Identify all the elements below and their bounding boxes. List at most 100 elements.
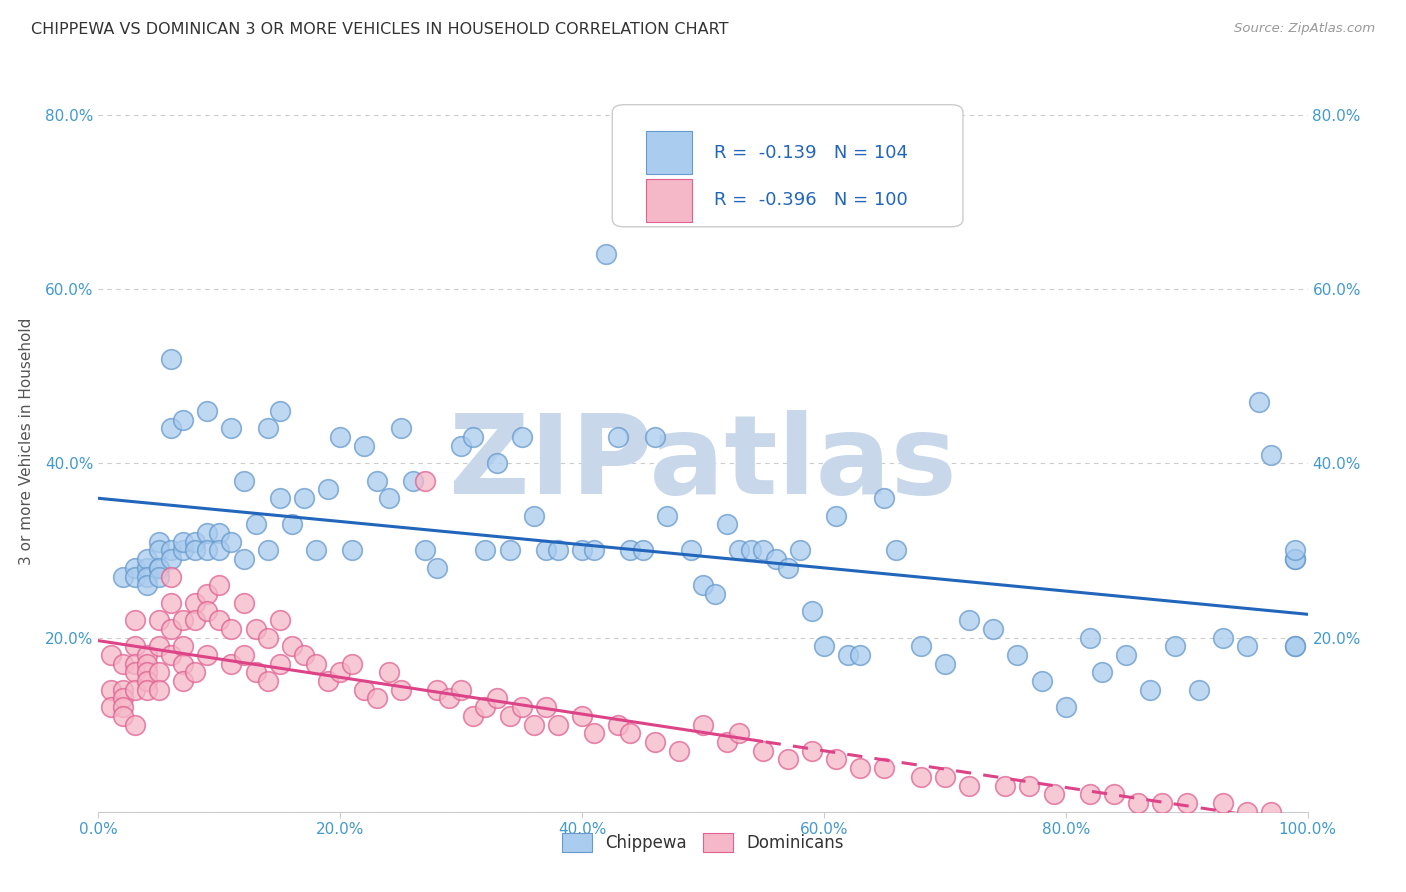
Point <box>111 569 134 583</box>
Point <box>486 691 509 706</box>
Point <box>269 404 291 418</box>
Y-axis label: 3 or more Vehicles in Household: 3 or more Vehicles in Household <box>18 318 34 566</box>
Point <box>728 543 751 558</box>
Point <box>800 744 823 758</box>
Point <box>135 648 157 662</box>
Point <box>510 430 533 444</box>
Point <box>160 596 183 610</box>
Point <box>281 517 304 532</box>
Point <box>269 657 291 671</box>
Point <box>100 700 122 714</box>
Point <box>195 587 218 601</box>
Point <box>111 691 134 706</box>
Point <box>1249 395 1271 409</box>
Point <box>776 752 799 766</box>
Point <box>716 517 738 532</box>
Point <box>135 657 157 671</box>
Point <box>389 421 412 435</box>
Point <box>1031 674 1053 689</box>
Point <box>849 761 872 775</box>
Point <box>184 613 207 627</box>
Text: Source: ZipAtlas.com: Source: ZipAtlas.com <box>1234 22 1375 36</box>
Point <box>595 247 617 261</box>
Point <box>148 569 170 583</box>
Point <box>195 648 218 662</box>
Point <box>135 682 157 697</box>
Point <box>232 552 254 566</box>
Point <box>160 421 183 435</box>
Point <box>934 770 956 784</box>
Point <box>184 534 207 549</box>
Point <box>1188 682 1211 697</box>
Point <box>692 578 714 592</box>
Text: ZIPatlas: ZIPatlas <box>449 410 957 517</box>
Point <box>208 613 231 627</box>
Point <box>534 543 557 558</box>
Point <box>269 613 291 627</box>
Point <box>426 682 449 697</box>
Point <box>208 578 231 592</box>
Point <box>124 613 146 627</box>
Point <box>981 622 1004 636</box>
Point <box>813 639 835 653</box>
Point <box>256 674 278 689</box>
Point <box>172 639 194 653</box>
Point <box>679 543 702 558</box>
Point <box>704 587 727 601</box>
Point <box>135 569 157 583</box>
Point <box>450 682 472 697</box>
Point <box>1042 787 1064 801</box>
Point <box>426 561 449 575</box>
Point <box>534 700 557 714</box>
Point <box>910 770 932 784</box>
Point <box>184 543 207 558</box>
Text: R =  -0.396   N = 100: R = -0.396 N = 100 <box>714 191 908 209</box>
Point <box>329 430 352 444</box>
Point <box>124 561 146 575</box>
Point <box>292 648 315 662</box>
Point <box>607 717 630 731</box>
Point <box>389 682 412 697</box>
Point <box>413 474 436 488</box>
Point <box>1139 682 1161 697</box>
Point <box>221 421 243 435</box>
Point <box>1102 787 1125 801</box>
Point <box>1115 648 1137 662</box>
Point <box>1091 665 1114 680</box>
FancyBboxPatch shape <box>613 104 963 227</box>
Point <box>184 596 207 610</box>
Point <box>1175 796 1198 810</box>
Point <box>245 665 267 680</box>
Point <box>463 430 485 444</box>
Point <box>873 491 896 505</box>
Point <box>124 657 146 671</box>
Point <box>619 543 641 558</box>
Point <box>474 700 496 714</box>
Point <box>100 682 122 697</box>
Point <box>148 665 170 680</box>
Point <box>474 543 496 558</box>
Point <box>366 474 388 488</box>
Point <box>668 744 690 758</box>
Point <box>353 682 375 697</box>
Point <box>377 491 399 505</box>
Point <box>148 682 170 697</box>
Point <box>886 543 908 558</box>
Point <box>245 517 267 532</box>
Legend: Chippewa, Dominicans: Chippewa, Dominicans <box>555 826 851 859</box>
Point <box>910 639 932 653</box>
Point <box>825 508 848 523</box>
Point <box>366 691 388 706</box>
Point <box>1260 448 1282 462</box>
Point <box>547 717 569 731</box>
Point <box>160 543 183 558</box>
Point <box>195 543 218 558</box>
Point <box>160 569 183 583</box>
Point <box>135 665 157 680</box>
Point <box>269 491 291 505</box>
Point <box>800 604 823 618</box>
Point <box>957 613 980 627</box>
Point <box>752 543 775 558</box>
Point <box>510 700 533 714</box>
FancyBboxPatch shape <box>647 178 692 221</box>
